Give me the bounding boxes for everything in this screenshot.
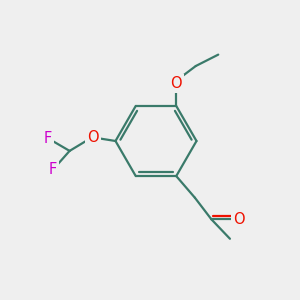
Text: O: O — [170, 76, 182, 91]
Text: O: O — [87, 130, 99, 145]
Text: F: F — [49, 162, 57, 177]
Text: F: F — [44, 131, 52, 146]
Text: O: O — [233, 212, 245, 227]
